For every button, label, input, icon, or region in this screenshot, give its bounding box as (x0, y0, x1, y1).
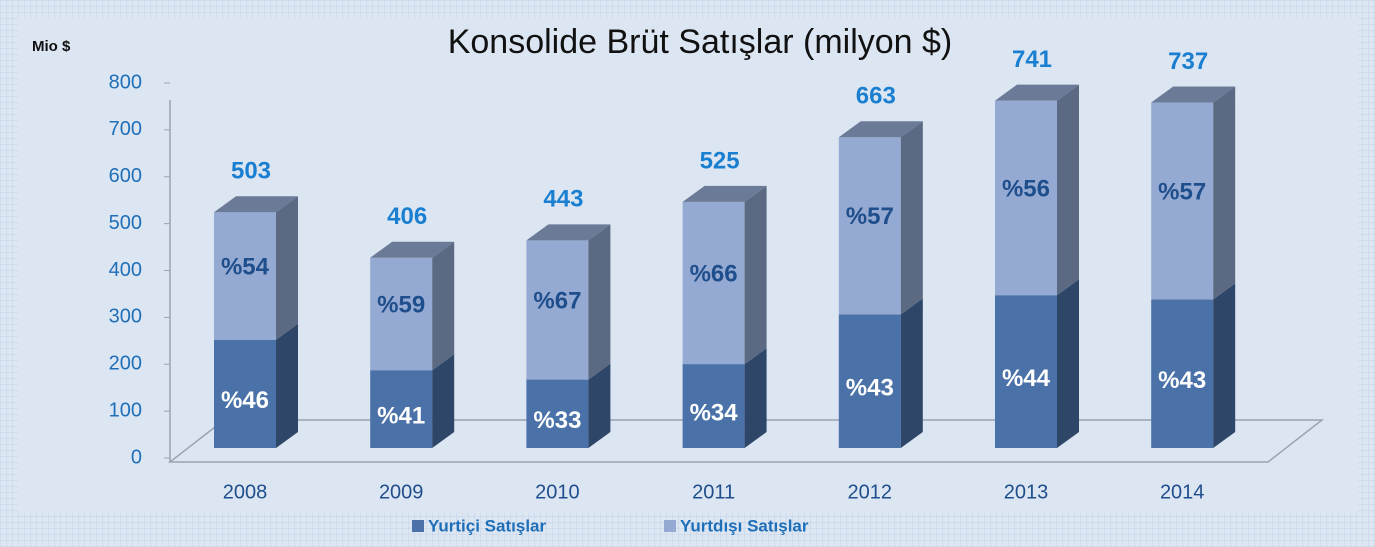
bar-top (838, 121, 923, 138)
bar-segment (214, 212, 276, 340)
y-tick-label: 0 (131, 446, 142, 468)
segment-label: %56 (1002, 175, 1050, 202)
y-tick-label: 200 (109, 353, 142, 375)
y-tick-label: 100 (109, 399, 142, 421)
legend-swatch (664, 520, 676, 532)
segment-label: %67 (533, 287, 581, 314)
legend-label: Yurtiçi Satışlar (428, 516, 546, 535)
bar-segment (1151, 102, 1214, 300)
segment-label: %41 (377, 402, 425, 429)
legend-label: Yurtdışı Satışlar (680, 516, 809, 535)
segment-label: %46 (221, 387, 269, 414)
bar-side (1057, 84, 1079, 296)
segment-label: %43 (846, 375, 894, 402)
y-tick-label: 600 (109, 165, 142, 187)
bar-top (370, 241, 455, 258)
total-label: 741 (1012, 46, 1052, 73)
bar-segment (995, 295, 1057, 448)
y-tick-label: 300 (109, 306, 142, 328)
bar-segment (682, 201, 745, 365)
bar-segment (214, 339, 276, 448)
bar-segment (682, 364, 745, 448)
bar-side (744, 185, 767, 365)
bar-segment (838, 137, 901, 315)
bar-top (526, 224, 611, 241)
bar-side (588, 363, 611, 448)
bar-segment (526, 379, 589, 448)
x-tick-label: 2012 (848, 481, 893, 503)
total-label: 406 (387, 203, 427, 230)
x-tick-label: 2009 (379, 481, 424, 503)
bar-top (682, 185, 767, 202)
segment-label: %54 (221, 253, 270, 280)
bar-side (432, 354, 455, 448)
bar-top (214, 196, 298, 213)
bar-segment (370, 370, 433, 448)
bar-side (276, 323, 298, 448)
x-tick-label: 2014 (1160, 481, 1205, 503)
bar-segment (995, 100, 1057, 296)
bar-segment (526, 240, 589, 380)
bar-side (1057, 279, 1079, 448)
bar-segment (838, 314, 901, 448)
segment-label: %66 (690, 260, 738, 287)
bar-side (744, 348, 767, 448)
y-tick-label: 800 (109, 71, 142, 93)
chart-title: Konsolide Brüt Satışlar (milyon $) (448, 23, 953, 61)
bar-segment (370, 257, 433, 371)
bar-top (1151, 86, 1236, 103)
total-label: 503 (231, 158, 271, 185)
total-label: 525 (700, 147, 740, 174)
bar-side (1213, 86, 1236, 300)
x-tick-label: 2008 (223, 481, 268, 503)
x-tick-label: 2011 (692, 481, 735, 503)
bar-side (588, 224, 611, 380)
y-tick-label: 700 (109, 118, 142, 140)
segment-label: %57 (1158, 178, 1206, 205)
segment-label: %59 (377, 291, 425, 318)
legend-swatch (412, 520, 424, 532)
bar-side (1213, 283, 1236, 448)
bar-side (276, 196, 298, 340)
bar-side (432, 241, 455, 371)
segment-label: %57 (846, 203, 894, 230)
segment-label: %44 (1002, 365, 1051, 392)
y-axis-label: Mio $ (32, 38, 71, 55)
total-label: 663 (856, 83, 896, 110)
x-tick-label: 2010 (535, 481, 580, 503)
x-tick-label: 2013 (1004, 481, 1049, 503)
bar-top (995, 84, 1079, 101)
y-tick-label: 400 (109, 259, 142, 281)
bar-side (900, 298, 923, 448)
bar-side (900, 121, 923, 315)
segment-label: %43 (1158, 367, 1206, 394)
bar-segment (1151, 299, 1214, 448)
total-label: 737 (1168, 48, 1208, 75)
y-tick-label: 500 (109, 212, 142, 234)
segment-label: %33 (533, 407, 581, 434)
segment-label: %34 (690, 399, 739, 426)
total-label: 443 (543, 186, 583, 213)
